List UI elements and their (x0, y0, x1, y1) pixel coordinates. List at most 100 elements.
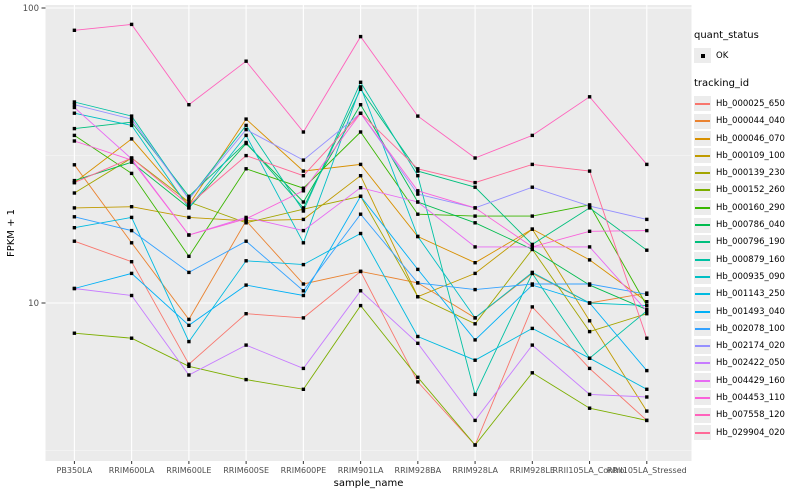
data-point (473, 245, 477, 249)
data-point (473, 271, 477, 276)
data-point (416, 295, 420, 299)
data-point (129, 22, 134, 27)
legend-key-line-icon (694, 217, 711, 233)
data-point (358, 80, 363, 84)
legend-entry-Hb_002422_050: Hb_002422_050 (694, 355, 798, 372)
data-point (244, 153, 248, 158)
data-point (587, 392, 592, 397)
legend-entry-Hb_001143_250: Hb_001143_250 (694, 286, 798, 303)
data-point (530, 326, 534, 331)
data-point (72, 163, 77, 167)
data-point (358, 130, 363, 134)
x-tick-label: RRIM928BA (395, 466, 442, 475)
ok-point-icon (694, 48, 711, 64)
data-point (645, 228, 649, 233)
data-point (244, 312, 248, 316)
data-point (587, 229, 592, 233)
data-point (72, 139, 77, 143)
data-point (645, 409, 649, 413)
legend-entry-Hb_000109_100: Hb_000109_100 (694, 147, 798, 164)
data-point (72, 28, 77, 32)
legend-entry-ok: OK (694, 47, 798, 64)
data-point (473, 206, 477, 210)
data-point (473, 287, 477, 292)
legend-entry-Hb_002174_020: Hb_002174_020 (694, 337, 798, 354)
data-point (129, 215, 134, 220)
data-point (301, 186, 306, 190)
x-tick-label: RRIM600LE (166, 466, 211, 475)
legend-label: Hb_000152_260 (716, 185, 785, 196)
data-point (530, 245, 534, 249)
data-point (129, 137, 134, 141)
data-point (301, 217, 306, 222)
data-point (416, 114, 420, 118)
x-tick-label: RRIM928LE (510, 466, 555, 475)
data-point (587, 245, 592, 249)
data-point (244, 283, 248, 287)
legend-label: Hb_004453_110 (716, 392, 785, 403)
legend-entry-Hb_004429_160: Hb_004429_160 (694, 372, 798, 389)
legend-key-line-icon (694, 182, 711, 198)
legend-entry-Hb_002078_100: Hb_002078_100 (694, 320, 798, 337)
data-point (530, 185, 534, 189)
data-point (645, 217, 649, 222)
data-point (416, 281, 420, 285)
legend-title-tracking-id: tracking_id (694, 78, 750, 90)
data-point (72, 226, 77, 230)
legend-key-line-icon (694, 286, 711, 302)
data-point (129, 271, 134, 276)
data-point (358, 34, 363, 39)
data-point (473, 261, 477, 265)
legend: quant_status OK tracking_id Hb_000025_65… (694, 26, 798, 441)
legend-label: Hb_000879_160 (716, 254, 785, 265)
data-point (473, 180, 477, 185)
legend-entry-Hb_004453_110: Hb_004453_110 (694, 389, 798, 406)
data-point (187, 194, 191, 198)
data-point (72, 100, 77, 104)
data-point (473, 443, 477, 447)
legend-key-line-icon (694, 407, 711, 423)
data-point (645, 368, 649, 373)
y-axis-title: FPKM + 1 (6, 209, 17, 257)
data-point (187, 362, 191, 366)
legend-label: Hb_000786_040 (716, 220, 785, 231)
data-point (72, 180, 77, 185)
data-point (244, 123, 248, 128)
data-point (301, 169, 306, 173)
legend-key-line-icon (694, 165, 711, 181)
data-point (416, 334, 420, 339)
legend-entry-Hb_000796_190: Hb_000796_190 (694, 234, 798, 251)
legend-key-line-icon (694, 234, 711, 250)
data-point (187, 206, 191, 210)
x-tick-label: RRII105LA_Control (552, 466, 626, 475)
data-point (301, 316, 306, 320)
data-point (301, 262, 306, 267)
data-point (473, 322, 477, 326)
data-point (530, 247, 534, 252)
data-point (358, 231, 363, 236)
data-point (416, 169, 420, 173)
legend-label: Hb_000935_090 (716, 271, 785, 282)
legend-entry-Hb_000160_290: Hb_000160_290 (694, 199, 798, 216)
data-point (301, 293, 306, 298)
data-point (587, 329, 592, 334)
data-point (244, 217, 248, 221)
data-point (72, 286, 77, 291)
legend-label: Hb_001493_040 (716, 306, 785, 317)
data-point (72, 215, 77, 219)
data-point (645, 395, 649, 399)
data-point (187, 364, 191, 368)
data-point (129, 205, 134, 209)
legend-entry-Hb_000879_160: Hb_000879_160 (694, 251, 798, 268)
data-point (473, 418, 477, 423)
y-tick-label: 100 (23, 4, 39, 14)
data-point (301, 282, 306, 286)
data-point (587, 366, 592, 371)
data-point (416, 167, 420, 171)
data-point (72, 126, 77, 131)
data-point (244, 167, 248, 171)
data-point (72, 206, 77, 210)
data-point (187, 270, 191, 275)
data-point (587, 319, 592, 323)
